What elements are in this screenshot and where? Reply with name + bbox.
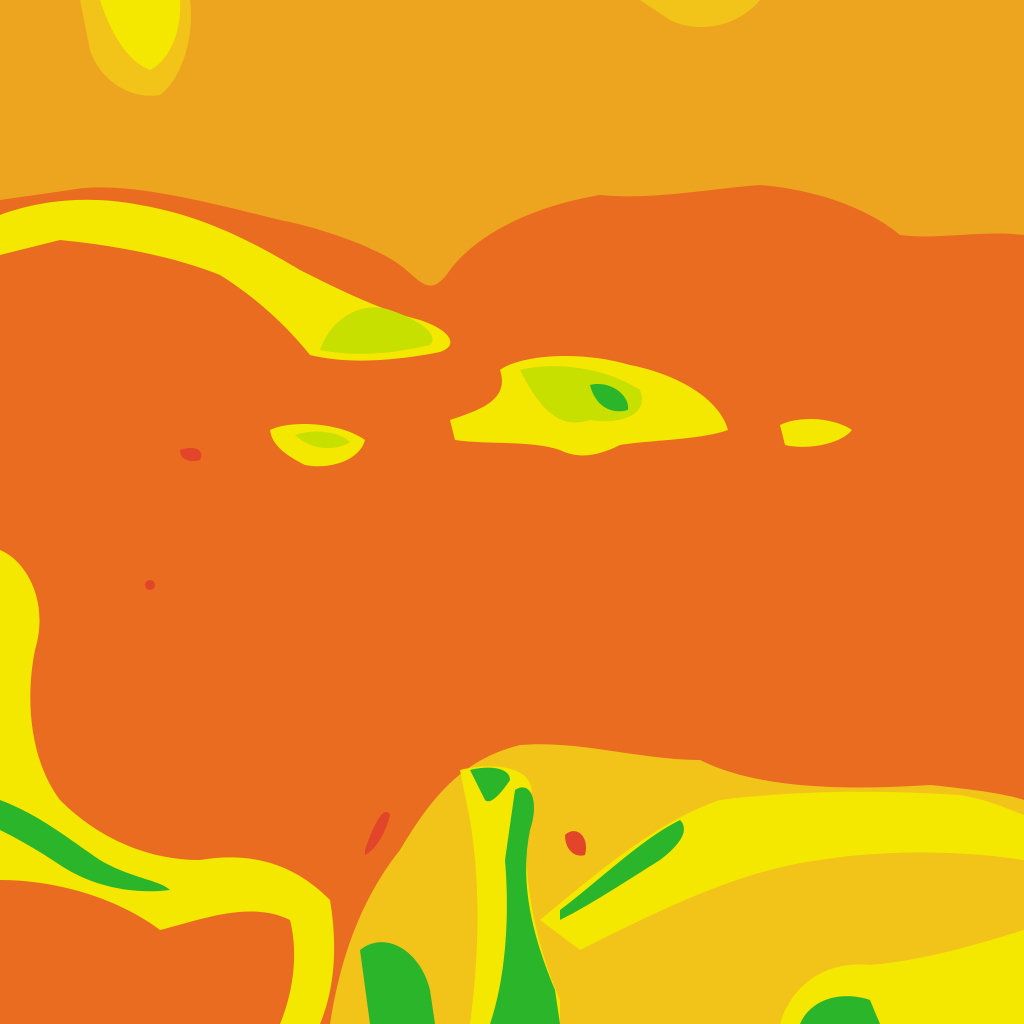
puerto-rico-landmass	[780, 418, 852, 447]
hispaniola-green	[590, 384, 629, 412]
north-cool-patch	[100, 0, 181, 70]
hot-spot	[565, 831, 586, 856]
andes-west-green	[360, 942, 435, 1024]
southeast-green	[800, 996, 880, 1024]
maracaibo-green	[470, 767, 510, 802]
cuba-landmass	[0, 199, 451, 361]
hot-spot	[180, 448, 202, 462]
north-warm-region	[0, 0, 1024, 286]
central-america-green	[0, 800, 170, 892]
hot-spot	[145, 580, 155, 590]
jamaica-lime	[295, 431, 350, 449]
andes-green	[490, 787, 560, 1024]
cuba-east-lime	[320, 307, 433, 354]
central-america-hot	[0, 880, 295, 1024]
north-top-mild	[640, 0, 760, 28]
hot-spot	[365, 811, 390, 855]
andes-east-green	[560, 820, 684, 920]
